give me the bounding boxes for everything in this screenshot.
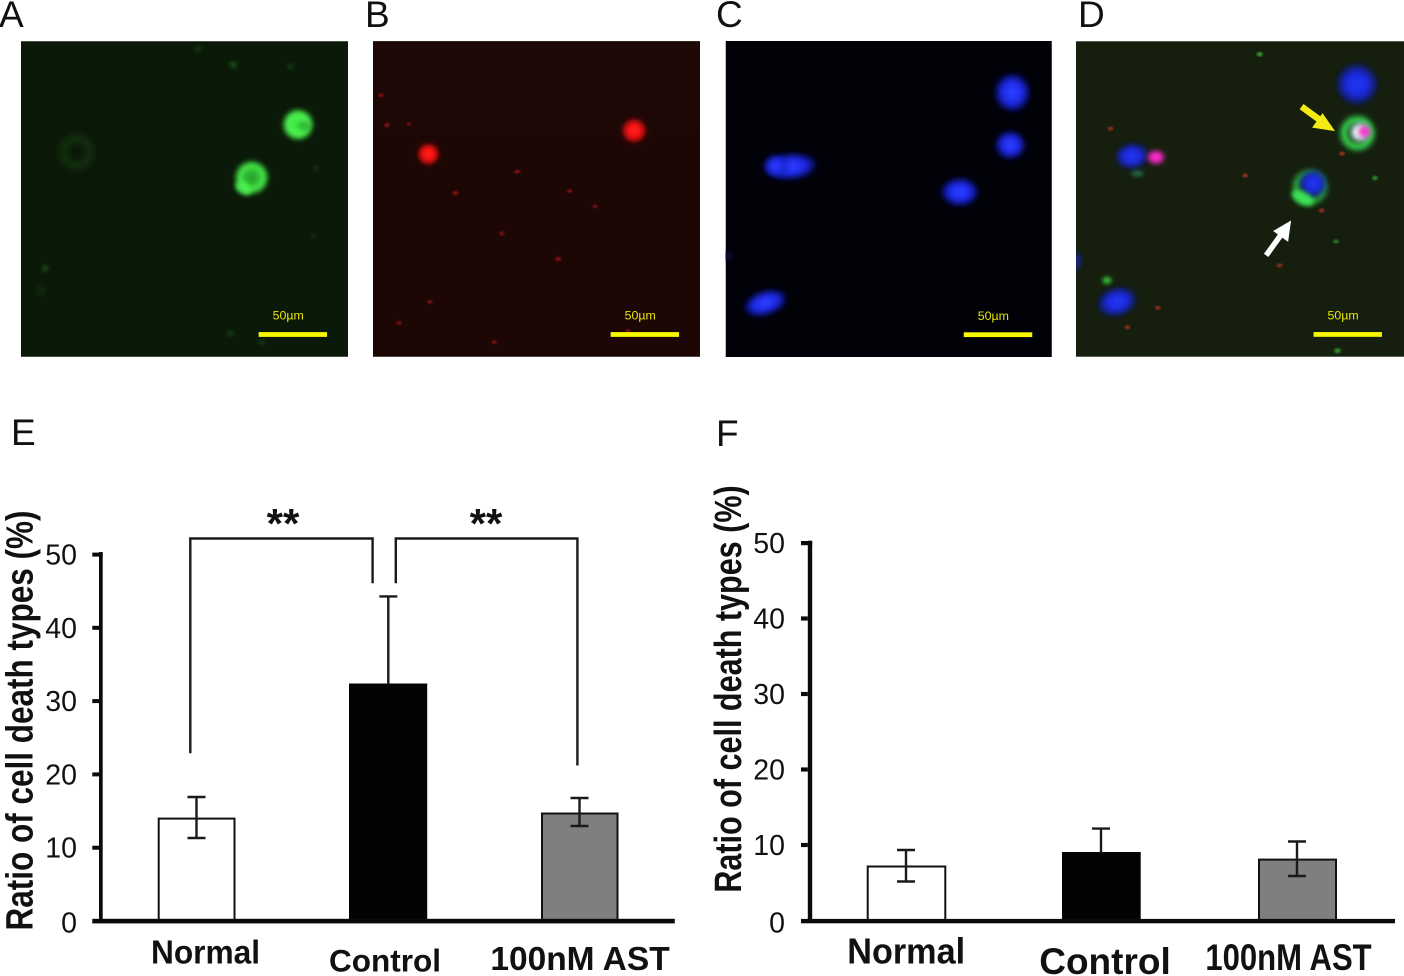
svg-text:30: 30	[753, 679, 785, 711]
svg-text:**: **	[267, 500, 300, 547]
svg-text:0: 0	[61, 908, 77, 940]
svg-text:50µm: 50µm	[1327, 308, 1358, 322]
svg-text:50µm: 50µm	[978, 308, 1009, 322]
svg-text:Normal: Normal	[151, 934, 260, 971]
svg-text:20: 20	[45, 759, 77, 791]
svg-text:Control: Control	[329, 943, 441, 976]
svg-text:**: **	[470, 500, 503, 547]
svg-text:50: 50	[753, 528, 785, 560]
svg-text:10: 10	[45, 833, 77, 865]
svg-text:Control: Control	[1039, 941, 1171, 976]
svg-text:100nM AST: 100nM AST	[1205, 937, 1371, 976]
svg-text:50µm: 50µm	[624, 308, 655, 322]
svg-text:100nM AST: 100nM AST	[490, 941, 670, 976]
svg-text:Normal: Normal	[847, 932, 965, 972]
svg-text:30: 30	[45, 686, 77, 718]
svg-text:0: 0	[769, 908, 785, 940]
svg-text:Ratio of cell death types (%): Ratio of cell death types (%)	[708, 485, 750, 892]
svg-text:50µm: 50µm	[272, 308, 303, 322]
svg-text:40: 40	[753, 603, 785, 635]
svg-text:Ratio of cell death types (%): Ratio of cell death types (%)	[0, 511, 41, 931]
svg-text:50: 50	[45, 540, 77, 572]
svg-text:20: 20	[753, 754, 785, 786]
svg-text:10: 10	[753, 830, 785, 862]
svg-text:40: 40	[45, 613, 77, 645]
